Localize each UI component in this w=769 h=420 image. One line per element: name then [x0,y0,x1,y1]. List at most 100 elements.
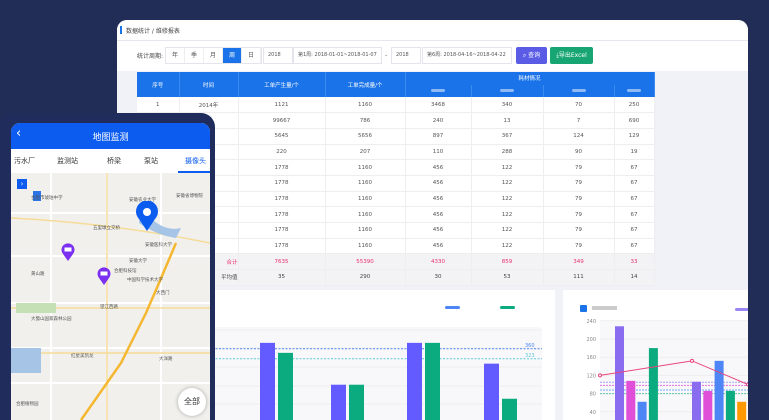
tab-bridge[interactable]: 桥梁 [107,157,121,165]
table-cell: 456 [405,175,472,192]
table-cell: 122 [471,175,544,192]
period-day[interactable]: 日 [242,48,261,63]
col-index: 序号 [137,72,180,97]
bar [714,360,724,420]
week-end-select[interactable]: 第6周: 2018-04-16~2018-04-22 [422,47,512,64]
query-button[interactable]: ⌕ 查询 [516,47,547,64]
table-cell: 456 [405,222,472,239]
camera-marker-icon[interactable] [97,267,111,285]
filter-label: 统计周期: [137,53,164,60]
table-cell: 122 [471,206,544,223]
chart-icon [580,305,587,312]
period-week[interactable]: 周 [223,48,242,63]
table-cell: 124 [543,128,615,145]
table-cell: 456 [405,206,472,223]
year-end-select[interactable]: 2018 [391,47,421,64]
table-cell: 14 [614,269,655,286]
table-cell: 1778 [238,175,326,192]
week-start-select[interactable]: 第1周: 2018-01-01~2018-01-07 [293,47,382,64]
table-cell: 340 [471,97,544,114]
table-cell: 79 [543,206,615,223]
period-year[interactable]: 年 [166,48,185,63]
tab-camera[interactable]: 摄像头 [185,157,206,165]
table-cell: 690 [614,112,655,129]
bar [725,390,735,420]
y-tick-label: 40 [590,410,596,416]
table-cell: 1160 [325,222,406,239]
map-label: 五里墩立交桥 [93,226,120,231]
map-label: 合肥科技馆 [114,269,137,274]
back-icon[interactable]: ‹ [16,126,22,141]
reference-label: 360 [525,343,535,349]
phone-screen: ‹ 地图监测 污水厂 监测站 桥梁 泵站 摄像头 › 五里墩立交桥 安徽医科大学… [11,123,210,420]
table-cell: 111 [543,269,615,286]
phone-header: ‹ 地图监测 [11,123,210,149]
table-cell: 30 [405,269,472,286]
table-row: 1 2014年 1121 1160 3468 340 70 250 [137,97,655,114]
table-cell: 7 [543,112,615,129]
table-cell: 897 [405,128,472,145]
table-cell: 1778 [238,191,326,208]
map-label: 大蜀山国家森林公园 [31,317,72,322]
table-cell: 1778 [238,238,326,255]
table-cell: 1160 [325,159,406,176]
tab-pump-station[interactable]: 泵站 [144,157,158,165]
filter-bar: 统计周期: 年 季 月 周 日 2018 第1周: 2018-01-01~201… [117,41,748,71]
table-cell: 1778 [238,159,326,176]
bar [349,384,364,420]
map-roads [11,173,210,420]
table-cell: 207 [325,144,406,161]
table-cell: 67 [614,159,655,176]
map-view[interactable]: › 五里墩立交桥 安徽医科大学 安徽大学 合肥科技馆 黄山路 望江西路 中国科学… [11,173,210,420]
col-created: 工单产生量/个 [238,72,326,97]
year-start-select[interactable]: 2018 [263,47,293,64]
legend-swatch [500,306,515,309]
bar [278,352,293,420]
table-cell: 90 [543,144,615,161]
period-month[interactable]: 月 [204,48,223,63]
table-cell: 1121 [238,97,326,114]
breadcrumb-text: 数据统计 / 维修报表 [126,28,180,35]
table-cell: 349 [543,253,615,271]
table-cell: 4330 [405,253,472,271]
y-tick-label: 200 [586,337,596,343]
y-tick-label: 80 [590,392,596,398]
chart-consumables: 240 200 160 120 80 40 [563,290,748,420]
map-label: 安徽大学 [129,259,147,264]
y-tick-label: 240 [586,319,596,325]
breadcrumb-marker [120,26,122,34]
map-label: 安徽医科大学 [145,243,172,248]
table-cell: 1160 [325,206,406,223]
table-cell: 3468 [405,97,472,114]
expand-icon[interactable]: › [17,179,27,189]
table-cell: 367 [471,128,544,145]
table-cell: 67 [614,222,655,239]
table-cell: 129 [614,128,655,145]
export-button[interactable]: ⤓导出Excel [550,47,593,64]
line-point [746,382,748,387]
show-all-button[interactable]: 全部 [178,388,206,416]
location-pin-icon[interactable] [135,201,159,231]
table-cell: 122 [471,238,544,255]
table-cell: 67 [614,191,655,208]
table-cell: 33 [614,253,655,271]
tab-monitoring-station[interactable]: 监测站 [57,157,78,165]
table-cell: 456 [405,159,472,176]
bar [502,398,517,420]
table-cell: 1778 [238,222,326,239]
col-consumables: 耗材情况 [405,72,655,85]
table-cell: 122 [471,191,544,208]
table-cell: 456 [405,191,472,208]
tab-sewage-plant[interactable]: 污水厂 [14,157,35,165]
bar [703,390,713,420]
camera-marker-icon[interactable] [61,243,75,261]
export-label: 导出Excel [558,52,587,59]
active-tab-indicator [178,171,210,173]
chart-consumables-svg: 240 200 160 120 80 40 [563,290,748,420]
table-cell: 67 [614,175,655,192]
table-cell: 79 [543,191,615,208]
table-cell: 250 [614,97,655,114]
table-cell: 786 [325,112,406,129]
period-quarter[interactable]: 季 [185,48,204,63]
col-time: 时间 [179,72,239,97]
